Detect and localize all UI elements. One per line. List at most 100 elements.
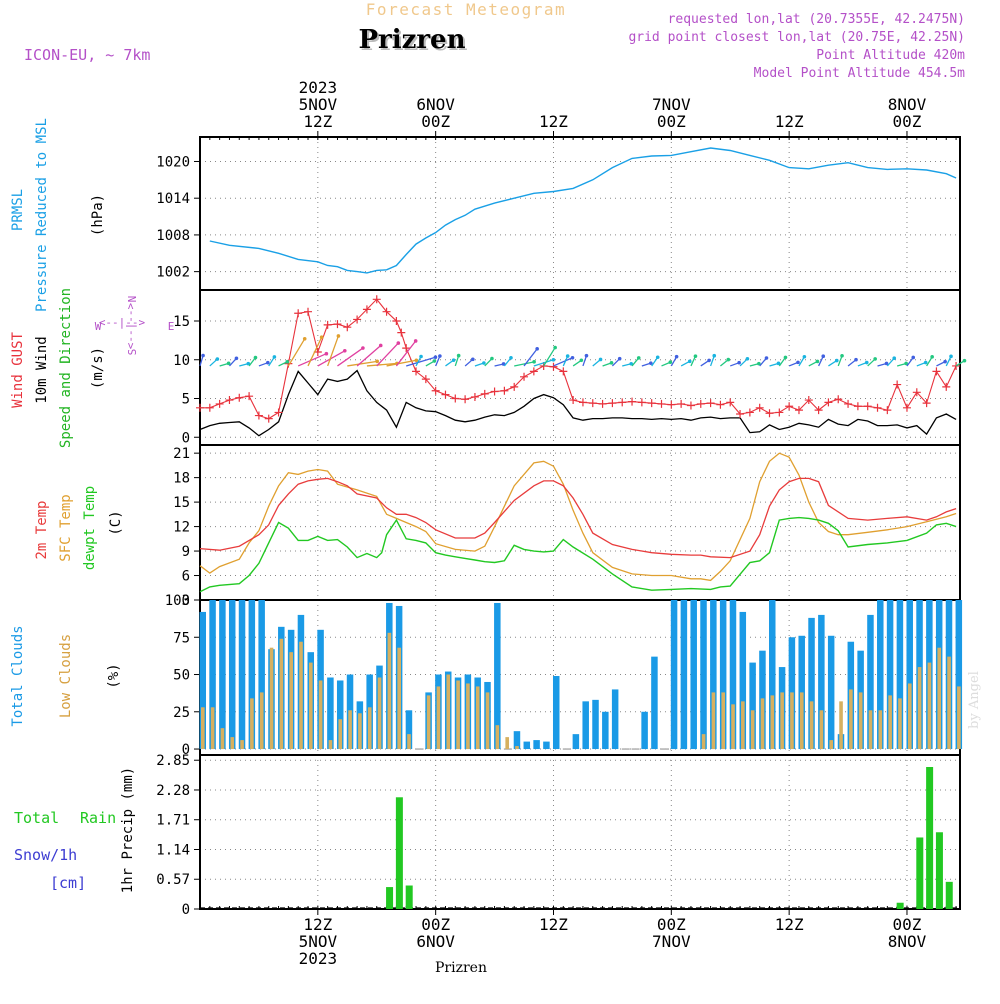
wind-tick-label: 5 bbox=[182, 392, 190, 408]
total-cloud-bar bbox=[827, 635, 835, 750]
total-cloud-bar bbox=[582, 701, 589, 750]
wind-arrow-head bbox=[535, 347, 539, 351]
total-cloud-bar bbox=[680, 600, 688, 750]
low-cloud-bar bbox=[780, 692, 784, 750]
gust-marker bbox=[205, 403, 214, 412]
wind-arrow-head bbox=[456, 353, 461, 358]
clouds-tick-label: 50 bbox=[173, 668, 190, 684]
total-cloud-bar bbox=[749, 662, 756, 750]
low-cloud-bar bbox=[819, 710, 824, 750]
bottom-time-label: 8NOV bbox=[888, 932, 927, 951]
wind-arrow-head bbox=[246, 361, 251, 366]
wind-arrow-head bbox=[668, 360, 673, 365]
total-cloud-bar bbox=[818, 614, 825, 750]
wind-arrow-head bbox=[745, 356, 750, 361]
low-cloud-bar bbox=[721, 692, 726, 750]
gust-marker bbox=[765, 409, 774, 418]
total-cloud-bar bbox=[258, 600, 265, 750]
gust-marker bbox=[745, 408, 754, 417]
top-time-label: 7NOV bbox=[652, 95, 691, 114]
wind-arrow bbox=[317, 350, 346, 367]
total-cloud-bar bbox=[896, 600, 904, 750]
wind-arrow bbox=[553, 357, 573, 367]
wind-arrow-head bbox=[649, 361, 653, 365]
wind-arrow-head bbox=[272, 355, 277, 359]
wind-arrow-head bbox=[375, 359, 379, 364]
credit-watermark: by Angel bbox=[967, 671, 982, 729]
bottom-time-label: 00Z bbox=[657, 915, 686, 934]
gust-marker bbox=[235, 393, 244, 402]
temp-tick-label: 6 bbox=[182, 569, 190, 585]
wind-arrow bbox=[287, 338, 306, 367]
pressure-tick-label: 1020 bbox=[156, 154, 190, 170]
wind-arrow-head bbox=[840, 353, 844, 358]
gust-marker bbox=[245, 392, 254, 401]
gust-marker bbox=[343, 323, 352, 332]
location-title-shadow: Prizren bbox=[360, 27, 467, 57]
wind-arrow-head bbox=[904, 361, 908, 366]
temp-sfc-label: SFC Temp bbox=[58, 494, 74, 561]
gust-marker bbox=[952, 361, 961, 370]
temp-frame bbox=[199, 444, 961, 601]
gust-marker bbox=[490, 387, 499, 396]
low-cloud-bar bbox=[839, 701, 843, 750]
low-cloud-bar bbox=[230, 737, 235, 750]
low-cloud-bar bbox=[348, 710, 352, 750]
wind-arrow-head bbox=[451, 358, 456, 362]
wind-arrow-head bbox=[471, 357, 475, 362]
wind-arrow-head bbox=[911, 355, 916, 360]
total-cloud-bar bbox=[592, 699, 599, 750]
bottom-time-label: 12Z bbox=[775, 915, 804, 934]
low-cloud-bar bbox=[269, 647, 274, 750]
gust-marker bbox=[647, 399, 656, 408]
bottom-time-label: 00Z bbox=[893, 915, 922, 934]
gust-marker bbox=[598, 399, 607, 408]
total-cloud-bar bbox=[641, 711, 648, 750]
low-cloud-bar bbox=[829, 740, 834, 750]
gust-marker bbox=[863, 402, 872, 411]
wind-arrow bbox=[327, 335, 340, 367]
rain-bar bbox=[896, 902, 904, 909]
precip-tick-label: 2.28 bbox=[156, 783, 190, 799]
gust-marker bbox=[470, 392, 479, 401]
gust-marker bbox=[932, 367, 941, 376]
wind-arrow-head bbox=[693, 354, 698, 358]
gust-marker bbox=[657, 399, 666, 408]
low-clouds-label: Low Clouds bbox=[58, 634, 74, 718]
grid-point-coords: grid point closest lon,lat (20.75E, 42.2… bbox=[628, 30, 965, 45]
cloud-labels: Total Clouds Low Clouds (%) bbox=[10, 625, 122, 726]
total-cloud-bar bbox=[719, 600, 727, 750]
wind-arrow bbox=[454, 355, 460, 367]
gust-marker bbox=[264, 414, 273, 423]
compass-w: W bbox=[95, 320, 102, 333]
wind-arrow-head bbox=[930, 355, 934, 359]
gust-marker bbox=[196, 403, 204, 412]
wind-arrow bbox=[356, 344, 382, 367]
pressure-label-desc: Pressure Reduced to MSL bbox=[34, 118, 50, 312]
wind-10m-label: 10m Wind bbox=[34, 336, 50, 403]
total-cloud-bar bbox=[769, 600, 776, 750]
wind-arrow-head bbox=[532, 360, 536, 364]
low-cloud-bar bbox=[495, 725, 500, 750]
total-cloud-bar bbox=[729, 600, 737, 750]
gust-marker bbox=[441, 390, 450, 399]
wind-labels: Wind GUST 10m Wind Speed and Direction (… bbox=[10, 288, 174, 448]
total-cloud-bar bbox=[405, 710, 413, 750]
wind-arrow bbox=[386, 359, 417, 367]
gust-marker bbox=[392, 317, 401, 325]
low-cloud-bar bbox=[387, 632, 392, 750]
total-cloud-bar bbox=[611, 689, 619, 750]
low-cloud-bar bbox=[790, 692, 794, 750]
total-cloud-bar bbox=[877, 600, 884, 750]
total-cloud-bar bbox=[739, 611, 747, 750]
bottom-time-label: 6NOV bbox=[416, 932, 455, 951]
precip-tick-label: 2.85 bbox=[156, 753, 190, 769]
point-altitude: Point Altitude 420m bbox=[816, 48, 965, 63]
compass-s: S bbox=[126, 349, 139, 356]
low-cloud-bar bbox=[849, 689, 853, 750]
gust-marker bbox=[608, 399, 617, 408]
location-title: Prizren bbox=[358, 25, 465, 55]
wind-arrow-head bbox=[551, 357, 556, 362]
precip-frame bbox=[199, 754, 961, 910]
temp-tick-label: 15 bbox=[173, 495, 190, 511]
